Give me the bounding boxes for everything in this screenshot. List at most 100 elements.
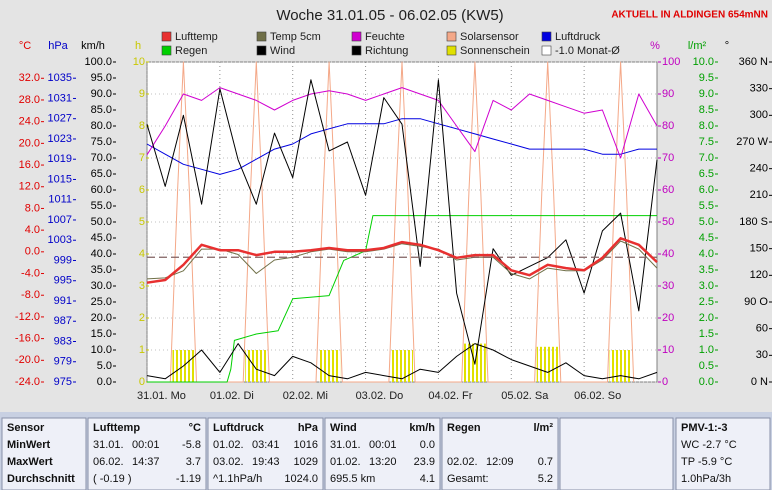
table-cell: 1029	[294, 456, 318, 468]
y-tick-label: -16.0	[15, 333, 40, 345]
y-tick-label: 3.5	[699, 264, 714, 276]
legend-swatch	[256, 45, 267, 56]
y-tick-label: 40.0	[91, 248, 112, 260]
y-tick-label: 20.0	[19, 137, 40, 149]
table-cell: 3.7	[186, 456, 201, 468]
legend-label: Feuchte	[365, 31, 405, 43]
table-cell: ( -0.19 )	[93, 473, 132, 485]
legend-label: Richtung	[365, 45, 408, 57]
y-tick-label: 270 W	[736, 136, 768, 148]
table-cell: 12:09	[486, 456, 514, 468]
y-tick-label: 3	[139, 280, 145, 292]
y-tick-label: 9	[139, 88, 145, 100]
legend-label: Sonnenschein	[460, 45, 530, 57]
y-tick-label: 1011	[48, 194, 72, 206]
y-tick-label: 1	[139, 344, 145, 356]
y-tick-label: 50.0	[91, 216, 112, 228]
table-cell: Sensor	[7, 422, 45, 434]
y-tick-label: 3.0	[699, 280, 714, 292]
y-tick-label: 979	[54, 356, 72, 368]
y-tick-label: 4.0	[699, 248, 714, 260]
y-tick-label: 0.0	[25, 246, 40, 258]
table-cell: 4.1	[420, 473, 435, 485]
y-tick-label: 0.0	[699, 376, 714, 388]
y-tick-label: 180 S	[739, 216, 768, 228]
series-line	[146, 240, 658, 280]
y-tick-label: 75.0	[91, 136, 112, 148]
y-tick-label: 5.0	[699, 216, 714, 228]
y-tick-label: 1023	[48, 133, 72, 145]
y-tick-label: 991	[54, 295, 72, 307]
table-cell: MinWert	[7, 439, 51, 451]
legend-label: Temp 5cm	[270, 31, 321, 43]
axis-unit: km/h	[81, 40, 105, 52]
y-tick-label: 6	[139, 184, 145, 196]
y-tick-label: 5	[139, 216, 145, 228]
legend-swatch	[446, 31, 457, 42]
y-tick-label: 2.5	[699, 296, 714, 308]
series-line	[147, 215, 657, 383]
table-cell: 695.5 km	[330, 473, 375, 485]
y-tick-label: 90	[662, 88, 674, 100]
y-tick-label: 210	[750, 189, 768, 201]
series-line	[146, 118, 657, 175]
axis-unit: %	[650, 40, 660, 52]
y-tick-label: 70	[662, 152, 674, 164]
y-tick-label: -4.0	[21, 267, 40, 279]
legend-label: Luftdruck	[555, 31, 601, 43]
table-cell: MaxWert	[7, 456, 53, 468]
chart-title: Woche 31.01.05 - 06.02.05 (KW5)	[276, 7, 503, 24]
table-cell: 00:01	[369, 439, 397, 451]
y-tick-label: 85.0	[91, 104, 112, 116]
y-tick-label: 987	[54, 315, 72, 327]
y-tick-label: 8.0	[699, 120, 714, 132]
legend-swatch	[161, 31, 172, 42]
table-cell: km/h	[409, 422, 435, 434]
table-cell: 0.0	[420, 439, 435, 451]
y-tick-label: 80.0	[91, 120, 112, 132]
y-tick-label: 6.5	[699, 168, 714, 180]
table-cell: Wind	[330, 422, 357, 434]
y-tick-label: 100	[662, 56, 680, 68]
y-tick-label: 10	[133, 56, 145, 68]
y-tick-label: 25.0	[91, 296, 112, 308]
y-tick-label: 5.5	[699, 200, 714, 212]
y-tick-label: 24.0	[19, 116, 40, 128]
y-tick-label: 1015	[48, 173, 72, 185]
y-tick-label: 5.0	[97, 360, 112, 372]
y-tick-label: 975	[54, 376, 72, 388]
table-cell: 14:37	[132, 456, 160, 468]
table-cell: Lufttemp	[93, 422, 140, 434]
y-tick-label: 1003	[48, 234, 72, 246]
sunshine-bar	[318, 350, 341, 382]
x-tick-label: 05.02. Sa	[501, 390, 549, 402]
y-tick-label: -20.0	[15, 354, 40, 366]
table-cell: ^1.1hPa/h	[213, 473, 262, 485]
y-tick-label: 20.0	[91, 312, 112, 324]
legend-swatch	[351, 45, 362, 56]
y-tick-label: 4.0	[25, 224, 40, 236]
y-tick-label: 95.0	[91, 72, 112, 84]
table-cell: Gesamt:	[447, 473, 489, 485]
y-tick-label: 16.0	[19, 159, 40, 171]
table-cell: PMV-1:-3	[681, 422, 727, 434]
table-cell: Durchschnitt	[7, 473, 75, 485]
y-tick-label: 0	[139, 376, 145, 388]
y-tick-label: 1019	[48, 153, 72, 165]
table-cell: 03:41	[252, 439, 280, 451]
station-label: AKTUELL IN ALDINGEN 654mNN	[611, 10, 768, 21]
y-tick-label: 20	[662, 312, 674, 324]
table-cell: °C	[189, 422, 201, 434]
y-tick-label: 30.0	[91, 280, 112, 292]
table-cell: 1024.0	[284, 473, 318, 485]
y-tick-label: 7.5	[699, 136, 714, 148]
y-tick-label: 32.0	[19, 72, 40, 84]
table-panel	[1, 417, 87, 490]
y-tick-label: 80	[662, 120, 674, 132]
y-tick-label: 10.0	[693, 56, 714, 68]
table-cell: 1.0hPa/3h	[681, 473, 731, 485]
y-tick-label: 999	[54, 254, 72, 266]
y-tick-label: 2.0	[699, 312, 714, 324]
y-tick-label: 10.0	[91, 344, 112, 356]
